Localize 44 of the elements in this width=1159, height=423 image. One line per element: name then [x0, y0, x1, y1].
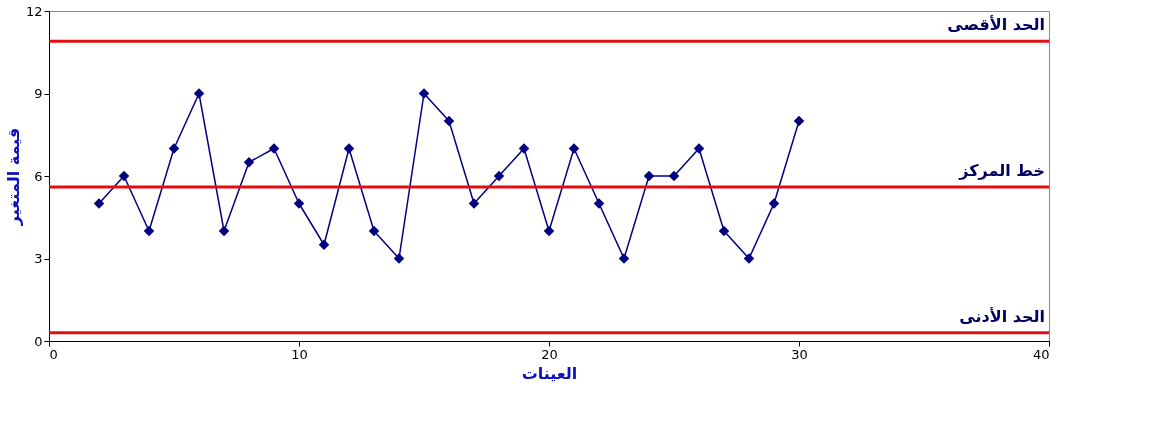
point	[318, 239, 330, 250]
y-tick-label: 12	[25, 3, 43, 19]
point	[793, 115, 805, 127]
point	[543, 225, 555, 237]
point	[118, 170, 130, 182]
point	[193, 88, 205, 99]
y-tick-label: 0	[34, 333, 43, 349]
ref-line-label: خط المركز	[958, 161, 1045, 180]
point	[143, 225, 155, 237]
y-tick-label: 3	[34, 251, 43, 266]
point	[93, 198, 105, 209]
x-tick-label: 0	[49, 346, 58, 362]
y-axis-title: قيمة المتغير	[3, 127, 23, 227]
point	[743, 253, 755, 264]
point	[593, 198, 605, 209]
point	[568, 143, 580, 154]
point	[693, 143, 705, 154]
point	[493, 170, 505, 182]
point	[393, 253, 405, 264]
x-tick-label: 20	[541, 346, 558, 362]
y-tick-label: 6	[34, 168, 43, 184]
ref-line-label: الحد الأدنى	[959, 306, 1045, 326]
point	[218, 225, 230, 237]
point	[368, 225, 380, 237]
point	[618, 253, 630, 264]
point	[343, 143, 355, 154]
point	[518, 143, 530, 154]
point	[168, 143, 180, 154]
ref-line-label: الحد الأقصى	[947, 15, 1045, 35]
y-tick-label: 9	[34, 86, 43, 101]
point	[668, 170, 680, 182]
point	[468, 198, 480, 209]
x-tick-label: 40	[1032, 346, 1050, 362]
point	[418, 88, 430, 99]
point	[643, 170, 655, 182]
point	[243, 157, 255, 168]
point	[268, 143, 280, 154]
point	[443, 115, 455, 127]
x-tick-label: 30	[791, 346, 808, 362]
x-axis-title: العينات	[521, 363, 578, 383]
point	[768, 198, 780, 209]
point	[293, 198, 305, 209]
point	[718, 225, 730, 237]
x-tick-label: 10	[291, 346, 308, 362]
